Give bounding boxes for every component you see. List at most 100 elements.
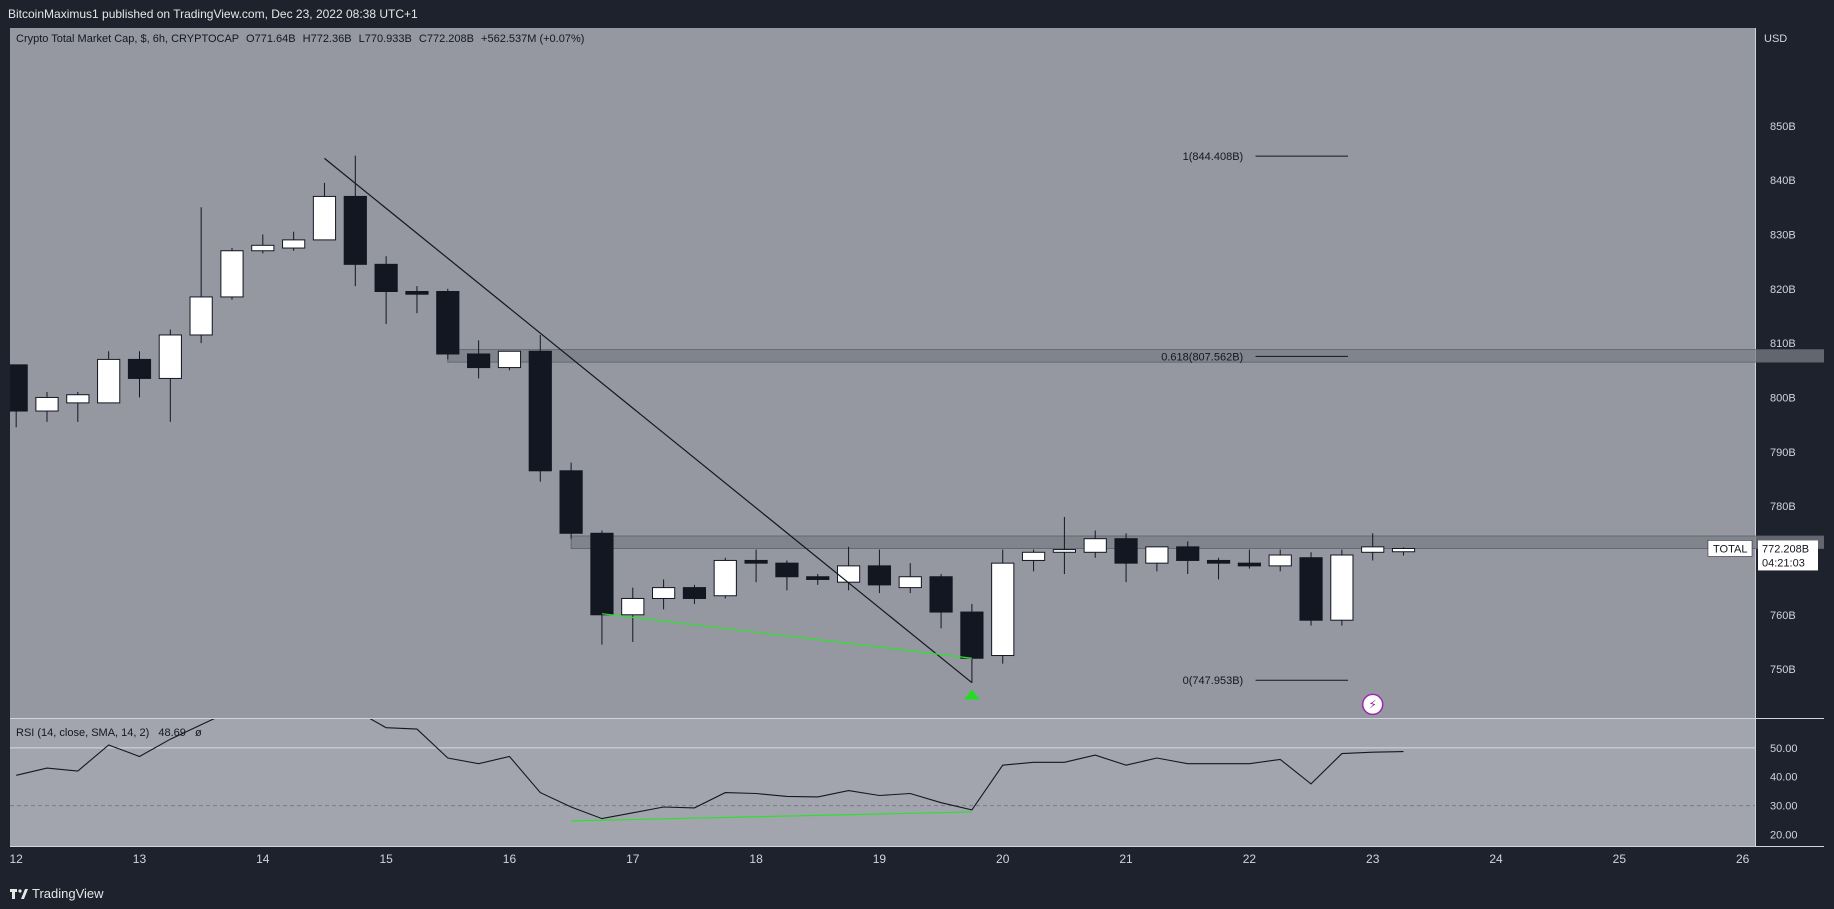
candle-body bbox=[1021, 551, 1046, 561]
candle bbox=[621, 587, 645, 642]
candle bbox=[775, 560, 799, 591]
candle bbox=[436, 288, 460, 360]
resistance-zone-1 bbox=[570, 535, 1834, 549]
candle bbox=[66, 392, 90, 422]
open-value: 771.64B bbox=[255, 33, 296, 45]
candle-body bbox=[220, 250, 244, 298]
price-axis: 850B 840B 830B 820B 810B 800B 790B 780B 760B 750B… bbox=[1770, 121, 1798, 842]
candle-body bbox=[1268, 554, 1292, 567]
time-tick-label: 26 bbox=[1736, 852, 1750, 866]
candle bbox=[1083, 530, 1107, 558]
candle bbox=[1237, 549, 1261, 569]
price-tick-label: 830B bbox=[1770, 229, 1796, 241]
candle bbox=[960, 603, 984, 683]
candle-body bbox=[991, 562, 1015, 657]
time-tick-label: 19 bbox=[873, 852, 887, 866]
svg-text:⚡: ⚡ bbox=[1368, 697, 1376, 711]
price-axis-background bbox=[1756, 28, 1824, 846]
candle-body bbox=[1083, 538, 1107, 553]
time-tick-label: 18 bbox=[749, 852, 763, 866]
candle bbox=[374, 256, 398, 325]
last-price-symbol: TOTAL bbox=[1713, 543, 1747, 555]
price-tick-label: 840B bbox=[1770, 175, 1796, 187]
candle bbox=[1268, 549, 1292, 572]
candle-body bbox=[775, 562, 799, 578]
candle-body bbox=[867, 565, 892, 586]
close-label: C bbox=[419, 33, 427, 45]
symbol-name: Crypto Total Market Cap, $, 6h, CRYPTOCA… bbox=[16, 33, 239, 45]
candle bbox=[497, 350, 522, 371]
candle-body bbox=[1052, 549, 1076, 553]
candlestick-series bbox=[4, 155, 1416, 683]
rsi-settings-glyph: ø bbox=[195, 727, 202, 739]
candle-body bbox=[1176, 546, 1200, 561]
time-tick-label: 24 bbox=[1489, 852, 1503, 866]
candle bbox=[1206, 557, 1231, 580]
publisher-line: BitcoinMaximus1 published on TradingView… bbox=[8, 7, 418, 21]
candle-body bbox=[251, 244, 275, 252]
bullish-signal-arrow-icon bbox=[963, 689, 980, 700]
candle bbox=[1299, 552, 1323, 626]
time-tick-label: 23 bbox=[1366, 852, 1380, 866]
price-chart[interactable]: 1(844.408B) 0.618(807.562B) 0(747.953B) 85… bbox=[4, 28, 1834, 870]
candle bbox=[405, 286, 429, 314]
candle bbox=[682, 584, 707, 604]
candle bbox=[282, 231, 306, 251]
rsi-legend[interactable]: RSI (14, close, SMA, 14, 2) 48.69 ø bbox=[16, 727, 202, 739]
price-divergence-line bbox=[601, 613, 972, 659]
candle-body bbox=[343, 195, 367, 265]
candle bbox=[189, 207, 213, 344]
time-axis: 12 13 14 15 16 17 18 19 20 21 22 23 24 25 26 bbox=[9, 852, 1750, 866]
fib-label-1: 0.618(807.562B) bbox=[1161, 351, 1243, 363]
candle-body bbox=[1361, 546, 1385, 553]
lightning-icon[interactable]: ⚡ bbox=[1361, 693, 1384, 716]
chart-legend[interactable]: Crypto Total Market Cap, $, 6h, CRYPTOCA… bbox=[16, 33, 584, 45]
chart-frame: 1(844.408B) 0.618(807.562B) 0(747.953B) 85… bbox=[4, 28, 1834, 870]
candle-body bbox=[960, 611, 984, 659]
last-price-value-box bbox=[1758, 540, 1818, 571]
price-axis-unit: USD bbox=[1764, 33, 1787, 45]
candle bbox=[1052, 516, 1076, 575]
candle bbox=[1114, 533, 1138, 583]
candle-body bbox=[898, 576, 922, 589]
candle bbox=[867, 549, 892, 594]
time-tick-label: 15 bbox=[379, 852, 393, 866]
candle bbox=[898, 563, 922, 594]
time-tick-label: 16 bbox=[503, 852, 517, 866]
candle-body bbox=[528, 350, 552, 472]
candle bbox=[4, 364, 28, 428]
candle-body bbox=[652, 587, 676, 599]
tradingview-brand[interactable]: TradingView bbox=[10, 886, 104, 901]
candle-body bbox=[590, 532, 614, 616]
time-tick-label: 25 bbox=[1613, 852, 1627, 866]
main-pane-background bbox=[10, 28, 1755, 718]
rsi-tick-label: 50.00 bbox=[1770, 743, 1798, 755]
price-tick-label: 810B bbox=[1770, 338, 1796, 350]
time-tick-label: 12 bbox=[10, 852, 23, 866]
candle bbox=[806, 574, 830, 585]
descending-trendline bbox=[324, 157, 973, 684]
fibonacci-levels: 1(844.408B) 0.618(807.562B) 0(747.953B) bbox=[1161, 151, 1349, 687]
tradingview-logo-icon bbox=[10, 888, 28, 899]
candle-body bbox=[189, 296, 213, 336]
candle bbox=[744, 549, 768, 583]
candle-body bbox=[35, 396, 59, 412]
rsi-tick-label: 40.00 bbox=[1770, 772, 1798, 784]
candle-body bbox=[806, 576, 830, 580]
candle bbox=[590, 530, 614, 645]
resistance-zones bbox=[447, 349, 1834, 549]
candle bbox=[343, 155, 367, 287]
rsi-indicator bbox=[10, 719, 1755, 822]
price-tick-label: 780B bbox=[1770, 501, 1796, 513]
candle-body bbox=[929, 576, 953, 613]
rsi-divergence-line bbox=[571, 811, 972, 822]
footer-bar: TradingView bbox=[0, 880, 1834, 909]
rsi-tick-label: 30.00 bbox=[1770, 801, 1798, 813]
price-tick-label: 820B bbox=[1770, 284, 1796, 296]
candle bbox=[991, 549, 1015, 664]
candle-body bbox=[1114, 538, 1138, 564]
candle-body bbox=[682, 587, 707, 599]
rsi-legend-label: RSI (14, close, SMA, 14, 2) bbox=[16, 727, 149, 739]
fib-label-2: 0(747.953B) bbox=[1183, 675, 1244, 687]
price-tick-label: 760B bbox=[1770, 610, 1796, 622]
